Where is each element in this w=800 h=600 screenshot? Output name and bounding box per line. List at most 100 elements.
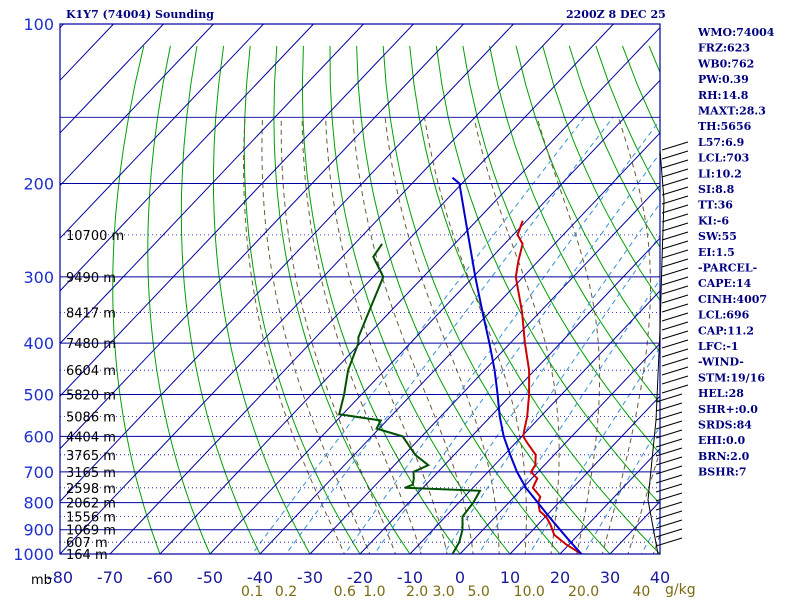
height-label: 5820 m (66, 389, 116, 404)
wind-barb (661, 258, 689, 268)
index-13: SW:55 (698, 230, 737, 243)
mixing-ratio-tick-label: 0.1 (241, 584, 263, 600)
dewpoint-profile (337, 243, 482, 554)
mixing-ratio-tick-label: 3.0 (432, 584, 454, 600)
moist-adiabat (473, 117, 560, 554)
pressure-tick-label: 100 (23, 15, 54, 34)
temperature-tick-label: -80 (47, 568, 73, 587)
wind-barb (661, 384, 689, 394)
mixing-ratio-tick-label: 10.0 (514, 584, 545, 600)
dry-adiabat (542, 45, 660, 302)
isotherm (509, 395, 660, 554)
wind-barb (661, 222, 689, 232)
pressure-tick-label: 300 (23, 268, 54, 287)
index-4: RH:14.8 (698, 89, 749, 102)
dry-adiabat (356, 45, 561, 554)
plot-frame (59, 23, 661, 555)
wind-barb (655, 420, 683, 430)
wind-barb (655, 528, 683, 538)
wind-barb (655, 519, 683, 529)
index-27: BRN:2.0 (698, 450, 750, 463)
index-23: HEL:28 (698, 387, 744, 400)
wind-barb (661, 321, 689, 331)
wind-barb (655, 501, 683, 511)
temperature-tick-label: 10 (500, 568, 520, 587)
wind-barb (661, 150, 689, 160)
wind-barbs (647, 141, 689, 555)
isotherm (60, 24, 564, 554)
mixing-ratio-tick-label: 0.6 (334, 584, 356, 600)
height-label: 3765 m (66, 449, 116, 464)
wind-barb (655, 447, 683, 457)
temperature-tick-label: -50 (197, 568, 223, 587)
moist-adiabat (243, 117, 345, 554)
temperature-tick-label: 20 (550, 568, 570, 587)
dry-adiabat (435, 45, 660, 505)
mixing-ratio-tick-label: 2.0 (406, 584, 428, 600)
pressure-tick-label: 1000 (13, 545, 54, 564)
wind-barb (661, 267, 689, 277)
dry-adiabat-lines (112, 45, 660, 554)
mixing-ratio-unit-label: g/kg (665, 582, 696, 598)
wind-barb (661, 303, 689, 313)
wind-barb (661, 366, 689, 376)
wind-barb (661, 348, 689, 358)
wind-barb (661, 141, 689, 151)
height-label: 2598 m (66, 482, 116, 497)
wind-barb (661, 357, 689, 367)
isotherm (109, 24, 614, 554)
isotherm (159, 26, 660, 554)
wind-barb (655, 411, 683, 421)
indices-panel: WMO:74004 FRZ:623 WB0:762 PW:0.39 RH:14.8 MAX… (697, 26, 775, 479)
wind-barb (661, 204, 689, 214)
height-label: 10700 m (66, 229, 124, 244)
wind-barb (661, 168, 689, 178)
index-20: LFC:-1 (698, 340, 739, 353)
dry-adiabat (147, 45, 211, 554)
mixing-ratio-tick-label: 0.2 (275, 584, 297, 600)
index-17: CINH:4007 (698, 293, 767, 306)
height-label: 1069 m (66, 524, 116, 539)
height-label: 3165 m (66, 466, 116, 481)
index-26: EHI:0.0 (698, 434, 745, 447)
wind-barb (655, 465, 683, 475)
index-16: CAPE:14 (698, 277, 752, 290)
height-label: 4404 m (66, 430, 116, 445)
height-label: 2062 m (66, 497, 116, 512)
mixing-ratio-tick-label: 40 (632, 584, 650, 600)
pressure-tick-label: 400 (23, 334, 54, 353)
temperature-tick-label: 0 (455, 568, 465, 587)
isotherm (60, 24, 264, 239)
index-5: MAXT:28.3 (698, 105, 766, 118)
index-6: TH:5656 (698, 120, 752, 133)
isotherm (409, 290, 660, 554)
pressure-tick-label: 200 (23, 175, 54, 194)
height-label: 6604 m (66, 364, 116, 379)
index-14: EI:1.5 (698, 246, 735, 259)
station-title: K1Y7 (74004) Sounding (66, 8, 214, 21)
pressure-tick-label: 500 (23, 386, 54, 405)
wind-barb (661, 249, 689, 259)
wind-barb (661, 294, 689, 304)
wind-barb (661, 195, 689, 205)
wind-barb (661, 330, 689, 340)
index-11: TT:36 (698, 199, 733, 212)
sounding-profiles (337, 176, 583, 554)
index-19: CAP:11.2 (698, 324, 754, 337)
temperature-tick-label: -30 (297, 568, 323, 587)
wind-barb (661, 159, 689, 169)
dry-adiabat (213, 45, 311, 554)
wind-barb (655, 429, 683, 439)
wind-barb (655, 474, 683, 484)
valid-time: 2200Z 8 DEC 25 (566, 8, 666, 21)
isotherm (60, 24, 314, 292)
wind-barb (655, 510, 683, 520)
height-label: 164 m (66, 548, 108, 563)
dry-adiabat (382, 45, 611, 554)
pressure-tick-label: 900 (23, 521, 54, 540)
mixing-ratio-tick-label: 20.0 (568, 584, 599, 600)
dry-adiabat (409, 45, 660, 554)
isotherm (359, 237, 660, 554)
isotherm (60, 24, 414, 397)
